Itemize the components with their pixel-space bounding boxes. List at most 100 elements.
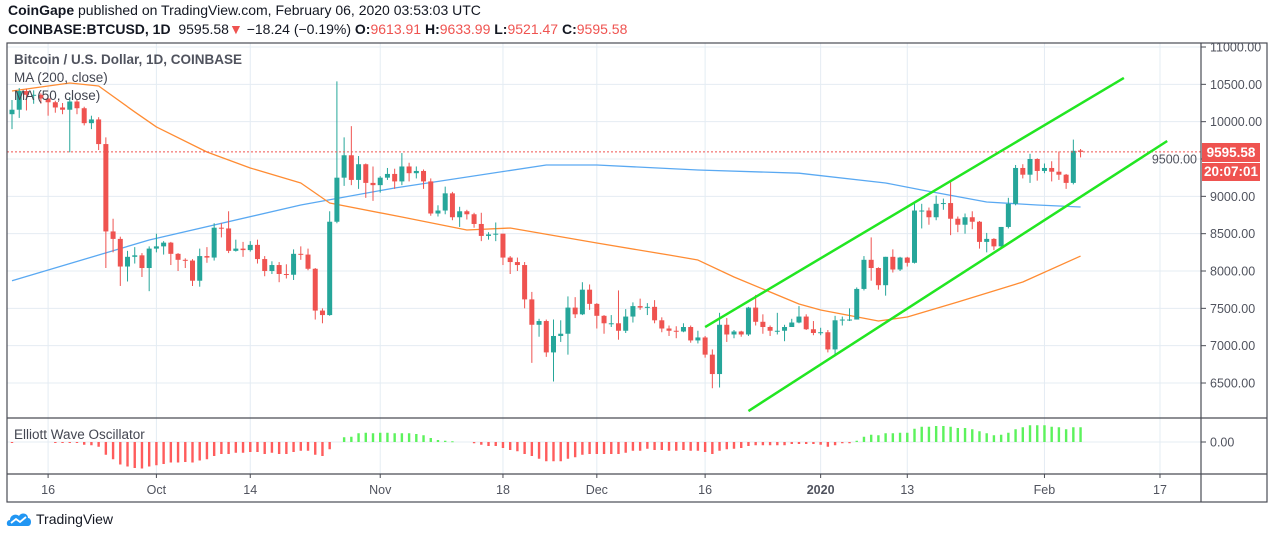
candle-body: [688, 327, 694, 341]
oscillator-bar: [1007, 432, 1010, 442]
candle-body: [334, 177, 340, 222]
candle-body: [16, 91, 22, 110]
candle-body: [507, 257, 513, 263]
oscillator-legend[interactable]: Elliott Wave Oscillator: [14, 427, 145, 442]
down-arrow-icon: ▼: [228, 21, 243, 37]
price-tick-label: 8000.00: [1210, 265, 1255, 279]
candle-body: [659, 320, 665, 329]
chart-title: Bitcoin / U.S. Dollar, 1D, COINBASE: [14, 52, 243, 67]
oscillator-bar: [552, 442, 555, 462]
oscillator-bar: [573, 442, 577, 458]
oscillator-bar: [342, 437, 346, 442]
high-value: 9633.99: [439, 21, 491, 37]
candle-body: [457, 211, 463, 218]
candle-body: [543, 321, 549, 353]
time-tick-label: 16: [41, 483, 55, 497]
trend-channel-line: [704, 76, 1125, 329]
oscillator-bar: [819, 442, 822, 445]
candle-body: [940, 203, 946, 205]
oscillator-bar: [812, 442, 815, 444]
oscillator-bar: [162, 442, 165, 464]
oscillator-bar: [133, 442, 136, 468]
chart-frame: [6, 42, 1268, 503]
oscillator-bar: [732, 442, 736, 449]
oscillator-bar: [212, 442, 216, 456]
candle-body: [168, 242, 174, 254]
candle-body: [139, 255, 145, 269]
candle-body: [67, 101, 73, 110]
oscillator-bar: [927, 426, 931, 442]
oscillator-bar: [906, 432, 909, 442]
oscillator-bar: [877, 435, 880, 442]
oscillator-bar: [299, 442, 302, 451]
oscillator-bar: [675, 442, 678, 451]
candle-body: [1056, 171, 1062, 175]
ma50-legend[interactable]: MA (50, close): [14, 88, 101, 103]
candle-body: [912, 210, 917, 263]
candle-body: [23, 91, 29, 95]
candle-body: [796, 316, 802, 323]
time-tick-label: 17: [1153, 483, 1167, 497]
oscillator-layer: [10, 425, 1082, 469]
oscillator-bar: [1079, 427, 1082, 442]
oscillator-bar: [176, 442, 180, 463]
oscillator-bar: [1028, 425, 1032, 442]
candle-body: [471, 214, 477, 224]
time-tick-label: Dec: [586, 483, 608, 497]
grid: [7, 43, 1201, 474]
candle-body: [536, 321, 542, 325]
oscillator-bar: [725, 442, 728, 450]
candle-body: [103, 144, 109, 232]
candle-body: [745, 307, 751, 335]
oscillator-bar: [855, 440, 858, 442]
candle-body: [652, 306, 658, 321]
candle-body: [377, 177, 383, 186]
oscillator-bar: [833, 442, 837, 446]
candle-body: [847, 319, 853, 321]
candles-layer: [7, 81, 1201, 389]
candle-body: [514, 262, 520, 266]
tradingview-brand[interactable]: TradingView: [36, 511, 114, 527]
oscillator-bar: [75, 442, 79, 443]
oscillator-bar: [321, 442, 324, 456]
oscillator-bar: [884, 433, 887, 442]
oscillator-bar: [119, 442, 122, 465]
ma200-legend[interactable]: MA (200, close): [14, 70, 108, 85]
oscillator-bar: [147, 442, 151, 467]
candle-body: [630, 306, 636, 317]
oscillator-bar: [205, 442, 209, 460]
open-value: 9613.91: [370, 21, 422, 37]
oscillator-bar: [963, 428, 967, 442]
candle-body: [1013, 167, 1019, 204]
candle-body: [767, 327, 773, 331]
candle-body: [182, 259, 188, 261]
candle-body: [709, 354, 715, 375]
published-text: published on TradingView.com, February 0…: [78, 2, 481, 18]
candle-body: [74, 101, 80, 109]
candle-body: [240, 248, 246, 251]
price-tick-label: 7000.00: [1210, 339, 1255, 353]
price-tick-label: 9500.00: [1152, 153, 1197, 167]
candle-body: [262, 259, 268, 272]
oscillator-bar: [638, 442, 642, 451]
oscillator-bar: [516, 442, 519, 452]
candle-body: [572, 307, 578, 315]
candle-body: [673, 330, 679, 332]
oscillator-bar: [357, 433, 360, 442]
oscillator-bar: [949, 426, 952, 442]
oscillator-bar: [379, 432, 382, 442]
candle-body: [486, 234, 492, 236]
candle-body: [413, 170, 419, 174]
oscillator-bar: [422, 435, 425, 442]
candle-body: [1063, 174, 1069, 183]
candle-body: [976, 221, 982, 242]
candle-body: [868, 259, 874, 269]
candle-body: [948, 203, 954, 219]
candle-body: [1078, 150, 1084, 152]
oscillator-bar: [999, 434, 1003, 442]
ma50-layer: [11, 82, 1081, 322]
oscillator-bar: [364, 432, 367, 442]
oscillator-bar: [978, 431, 981, 442]
oscillator-bar: [104, 442, 108, 455]
